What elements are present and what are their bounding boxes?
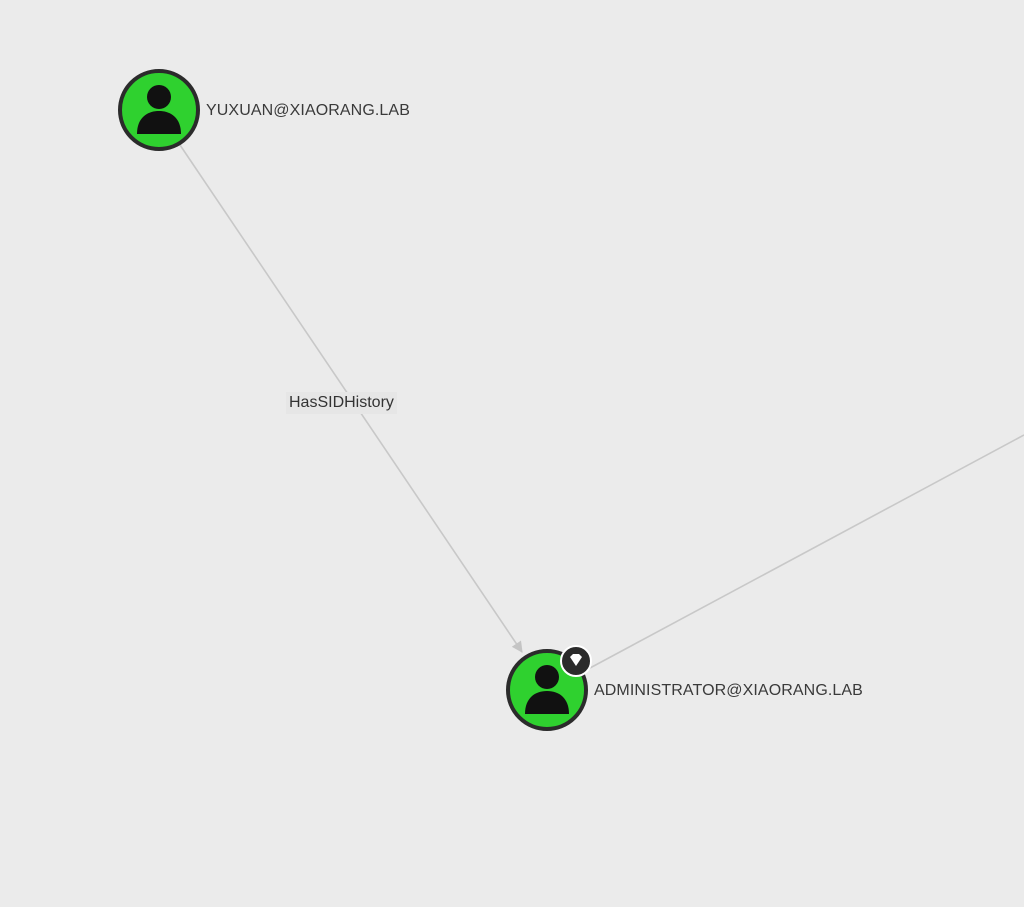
edge-label-hassidhistory[interactable]: HasSIDHistory	[286, 392, 397, 414]
user-icon	[525, 665, 569, 714]
node-label-yuxuan[interactable]: YUXUAN@XIAORANG.LAB	[204, 101, 412, 121]
node-administrator[interactable]	[506, 645, 592, 731]
node-label-administrator[interactable]: ADMINISTRATOR@XIAORANG.LAB	[592, 681, 865, 701]
user-icon	[137, 85, 181, 134]
edge-offscreen[interactable]	[589, 434, 1024, 669]
diamond-icon	[560, 645, 592, 677]
node-yuxuan[interactable]	[118, 69, 200, 151]
